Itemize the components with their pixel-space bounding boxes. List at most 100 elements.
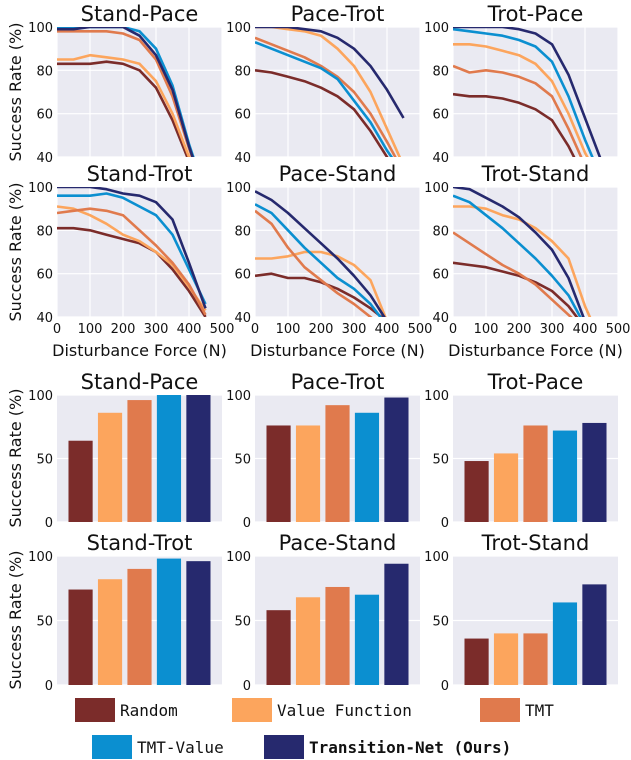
y-tick-label: 100 <box>28 181 53 196</box>
x-tick-label: 200 <box>507 322 532 337</box>
series-line-value-function <box>57 53 191 157</box>
x-axis-label: Disturbance Force (N) <box>52 341 227 360</box>
x-tick-label: 500 <box>408 322 433 337</box>
bar-panel-stand-pace: 0 50 100 Stand-Pace <box>28 370 222 531</box>
bar-tmt <box>523 633 548 685</box>
y-tick-label: 80 <box>234 64 251 79</box>
x-tick-label: 0 <box>251 322 259 337</box>
y-tick-label: 80 <box>234 224 251 239</box>
x-tick-label: 100 <box>276 322 301 337</box>
series-line-tmt <box>57 207 207 316</box>
y-tick-label: 100 <box>226 550 251 565</box>
y-tick-label: 100 <box>226 389 251 404</box>
series-line-tmt-value <box>255 40 394 157</box>
series-line-transition-net-ours <box>255 190 386 317</box>
panel-title: Trot-Pace <box>487 370 584 394</box>
panel-title: Stand-Pace <box>81 2 199 26</box>
panel-title: Pace-Trot <box>291 2 385 26</box>
bar-transition-net-ours <box>186 395 211 522</box>
x-tick-label: 500 <box>606 322 631 337</box>
series-line-tmt <box>255 209 373 317</box>
series-line-tmt-value <box>453 194 582 317</box>
bar-panel-trot-pace: 0 50 100 Trot-Pace <box>424 370 618 531</box>
y-tick-label: 100 <box>424 389 449 404</box>
series-line-transition-net-ours <box>255 27 405 119</box>
y-tick-label: 40 <box>432 311 449 326</box>
series-group <box>255 27 405 157</box>
x-tick-label: 200 <box>309 322 334 337</box>
x-tick-label: 200 <box>111 322 136 337</box>
y-tick-label: 0 <box>45 679 53 694</box>
y-axis-label: Success Rate (%) <box>6 551 25 690</box>
y-tick-label: 40 <box>432 151 449 166</box>
bar-transition-net-ours <box>384 397 409 522</box>
y-tick-label: 40 <box>36 151 53 166</box>
bar-transition-net-ours <box>186 561 211 685</box>
series-line-transition-net-ours <box>57 187 207 309</box>
series-line-transition-net-ours <box>453 187 585 317</box>
series-line-value-function <box>255 250 387 317</box>
panel-title: Pace-Trot <box>291 370 385 394</box>
line-panel-trot-stand: 40 60 80 100 0 100 200 300 400 500 Trot-Stand <box>424 162 631 337</box>
bar-value-function <box>295 597 321 685</box>
bar-panel-stand-trot: 0 50 100 Stand-Trot <box>28 531 222 694</box>
y-tick-label: 40 <box>234 311 251 326</box>
y-tick-label: 0 <box>441 516 449 531</box>
y-tick-label: 80 <box>432 224 449 239</box>
panel-title: Stand-Pace <box>81 370 199 394</box>
y-tick-label: 80 <box>36 64 53 79</box>
y-tick-label: 100 <box>28 21 53 36</box>
panel-title: Trot-Stand <box>481 162 590 186</box>
series-group <box>255 190 387 317</box>
series-line-random <box>453 92 576 157</box>
x-tick-label: 100 <box>78 322 103 337</box>
y-tick-label: 80 <box>36 224 53 239</box>
y-tick-label: 50 <box>36 453 53 468</box>
bar-tmt-value <box>156 395 182 522</box>
bar-tmt <box>325 405 350 522</box>
bar-transition-net-ours <box>384 563 409 685</box>
y-axis-label: Success Rate (%) <box>6 389 25 528</box>
bar-random <box>68 440 93 522</box>
panel-title: Stand-Trot <box>87 162 193 186</box>
y-tick-label: 0 <box>441 679 449 694</box>
series-line-tmt-value <box>57 192 207 305</box>
bar-panel-pace-stand: 0 50 100 Pace-Stand <box>226 531 420 694</box>
y-tick-label: 0 <box>45 516 53 531</box>
series-line-value-function <box>57 205 207 312</box>
x-tick-label: 300 <box>144 322 169 337</box>
legend-label-value-function: Value Function <box>277 701 412 720</box>
bar-random <box>464 638 489 685</box>
bar-tmt-value <box>552 430 578 522</box>
bar-transition-net-ours <box>582 584 607 685</box>
bar-tmt-value <box>552 602 578 685</box>
bar-value-function <box>97 412 123 522</box>
y-tick-label: 100 <box>424 550 449 565</box>
bar-tmt <box>127 568 152 685</box>
bar-tmt <box>523 425 548 522</box>
panel-title: Pace-Stand <box>279 162 397 186</box>
legend-swatch-tmt-value <box>92 735 132 759</box>
y-tick-label: 50 <box>432 453 449 468</box>
bar-tmt-value <box>354 412 380 522</box>
bar-panel-pace-trot: 0 50 100 Pace-Trot <box>226 370 420 531</box>
series-line-tmt <box>255 36 397 157</box>
legend: Random Value Function TMT TMT-Value Transiti… <box>75 698 554 759</box>
legend-label-random: Random <box>120 701 178 720</box>
series-line-tmt-value <box>453 27 594 157</box>
series-line-random <box>57 60 189 157</box>
line-panel-trot-pace: 40 60 80 100 Trot-Pace <box>424 2 619 166</box>
legend-swatch-tmt <box>480 698 520 722</box>
x-tick-label: 400 <box>573 322 598 337</box>
series-line-transition-net-ours <box>453 27 602 157</box>
y-tick-label: 60 <box>234 108 251 123</box>
panel-title: Stand-Trot <box>87 531 193 555</box>
legend-label-tmt-value: TMT-Value <box>137 738 224 757</box>
bar-transition-net-ours <box>582 422 607 522</box>
y-tick-label: 60 <box>36 268 53 283</box>
bar-random <box>266 610 291 685</box>
bar-random <box>266 425 291 522</box>
x-tick-label: 400 <box>375 322 400 337</box>
series-group <box>453 187 592 317</box>
y-tick-label: 60 <box>36 108 53 123</box>
